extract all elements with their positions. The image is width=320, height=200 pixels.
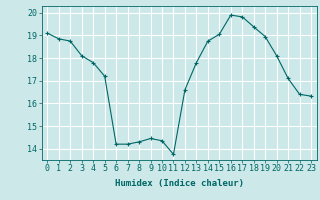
X-axis label: Humidex (Indice chaleur): Humidex (Indice chaleur) bbox=[115, 179, 244, 188]
